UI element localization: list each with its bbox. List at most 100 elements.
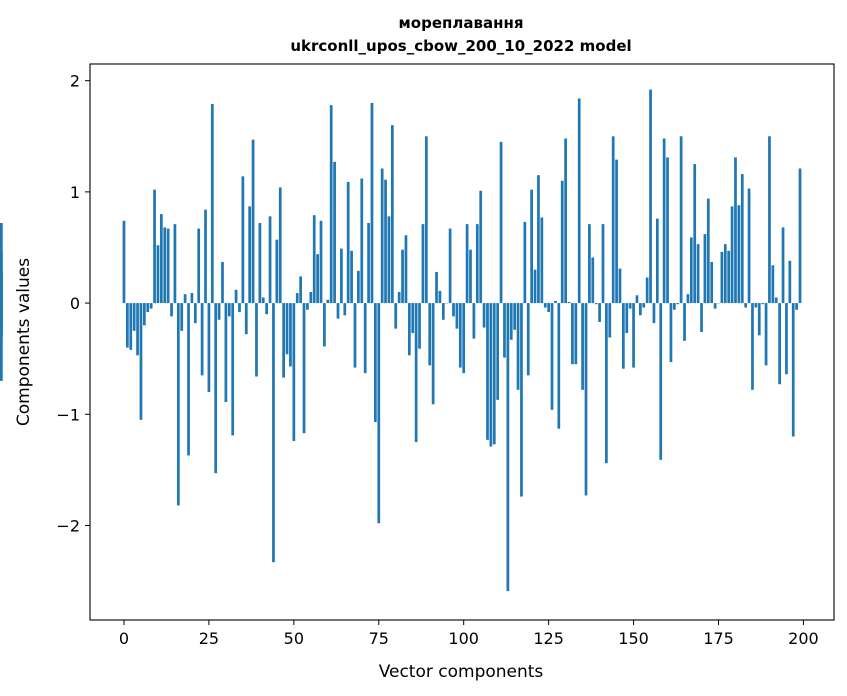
bar bbox=[404, 235, 408, 304]
bar bbox=[540, 217, 544, 304]
bar bbox=[469, 249, 472, 304]
bar bbox=[238, 303, 241, 312]
x-tick-label: 75 bbox=[369, 629, 389, 648]
bar bbox=[764, 303, 768, 366]
bar bbox=[146, 303, 150, 312]
bar bbox=[353, 303, 357, 368]
bar bbox=[323, 303, 326, 347]
bar bbox=[645, 277, 649, 304]
bar bbox=[581, 303, 584, 390]
bar bbox=[475, 224, 479, 304]
bar bbox=[462, 303, 466, 374]
bar bbox=[608, 303, 612, 338]
bar bbox=[227, 303, 231, 317]
bar bbox=[543, 303, 547, 308]
bar bbox=[571, 303, 574, 365]
x-tick-label: 0 bbox=[119, 629, 129, 648]
bar bbox=[774, 297, 778, 304]
bar bbox=[795, 303, 798, 310]
bar bbox=[367, 223, 370, 304]
bar bbox=[204, 209, 207, 304]
chart-title: мореплавання bbox=[399, 14, 524, 32]
bar bbox=[265, 303, 269, 315]
bar bbox=[132, 303, 136, 331]
x-tick-label: 100 bbox=[448, 629, 479, 648]
bar bbox=[241, 176, 245, 304]
bar bbox=[180, 303, 184, 331]
bar bbox=[761, 303, 765, 305]
x-tick-label: 25 bbox=[199, 629, 219, 648]
bar bbox=[217, 303, 221, 320]
bar bbox=[509, 303, 513, 340]
bar bbox=[302, 303, 306, 434]
bar bbox=[727, 250, 731, 304]
x-tick-label: 200 bbox=[788, 629, 819, 648]
bar bbox=[503, 303, 506, 358]
bar bbox=[798, 168, 802, 304]
bar bbox=[391, 125, 394, 304]
bar bbox=[0, 303, 3, 381]
bar bbox=[411, 303, 415, 334]
bar bbox=[547, 303, 550, 312]
bar bbox=[618, 268, 622, 304]
bar bbox=[363, 303, 367, 374]
bar bbox=[346, 181, 350, 304]
bar bbox=[309, 291, 313, 304]
y-tick-label: 1 bbox=[70, 183, 80, 202]
bar bbox=[435, 271, 438, 304]
bar bbox=[343, 303, 347, 316]
x-tick-label: 125 bbox=[533, 629, 564, 648]
y-tick-label: −2 bbox=[56, 516, 80, 535]
bar bbox=[336, 303, 340, 319]
bar bbox=[683, 303, 686, 341]
bar bbox=[248, 206, 252, 304]
bar bbox=[737, 205, 741, 304]
bar bbox=[689, 237, 693, 304]
bar bbox=[268, 216, 272, 304]
bar bbox=[533, 269, 537, 304]
bar bbox=[221, 261, 224, 304]
bar bbox=[407, 303, 411, 356]
bar bbox=[136, 303, 139, 356]
bar bbox=[601, 224, 605, 304]
bar bbox=[418, 303, 421, 349]
bar bbox=[329, 105, 333, 304]
bar bbox=[458, 303, 462, 368]
bar bbox=[560, 180, 564, 304]
bar bbox=[713, 303, 717, 309]
bar bbox=[143, 303, 146, 326]
bar bbox=[706, 198, 710, 304]
bar bbox=[788, 260, 792, 304]
bar bbox=[513, 303, 517, 330]
bar bbox=[744, 303, 748, 308]
bar bbox=[441, 303, 445, 320]
bar bbox=[550, 303, 554, 410]
plot-frame bbox=[89, 63, 835, 621]
bar bbox=[574, 303, 578, 365]
bar bbox=[255, 303, 258, 377]
bar bbox=[231, 303, 235, 436]
bar bbox=[754, 303, 758, 308]
bar bbox=[200, 303, 204, 376]
bar bbox=[374, 303, 377, 423]
bar bbox=[289, 303, 292, 367]
bar bbox=[655, 218, 659, 304]
bar bbox=[516, 303, 520, 390]
bar bbox=[696, 244, 700, 304]
bar bbox=[149, 303, 153, 309]
bar bbox=[431, 303, 435, 405]
bar bbox=[751, 303, 754, 390]
bar bbox=[278, 187, 282, 304]
bar bbox=[190, 293, 194, 304]
bar bbox=[723, 244, 727, 304]
bar bbox=[778, 303, 781, 385]
bar bbox=[526, 303, 530, 376]
bar bbox=[292, 303, 296, 441]
bar bbox=[452, 303, 455, 317]
bar bbox=[588, 224, 591, 304]
bar bbox=[567, 301, 571, 304]
bar bbox=[183, 294, 187, 304]
bar bbox=[465, 224, 469, 304]
bar bbox=[499, 141, 503, 304]
bar bbox=[659, 303, 663, 460]
